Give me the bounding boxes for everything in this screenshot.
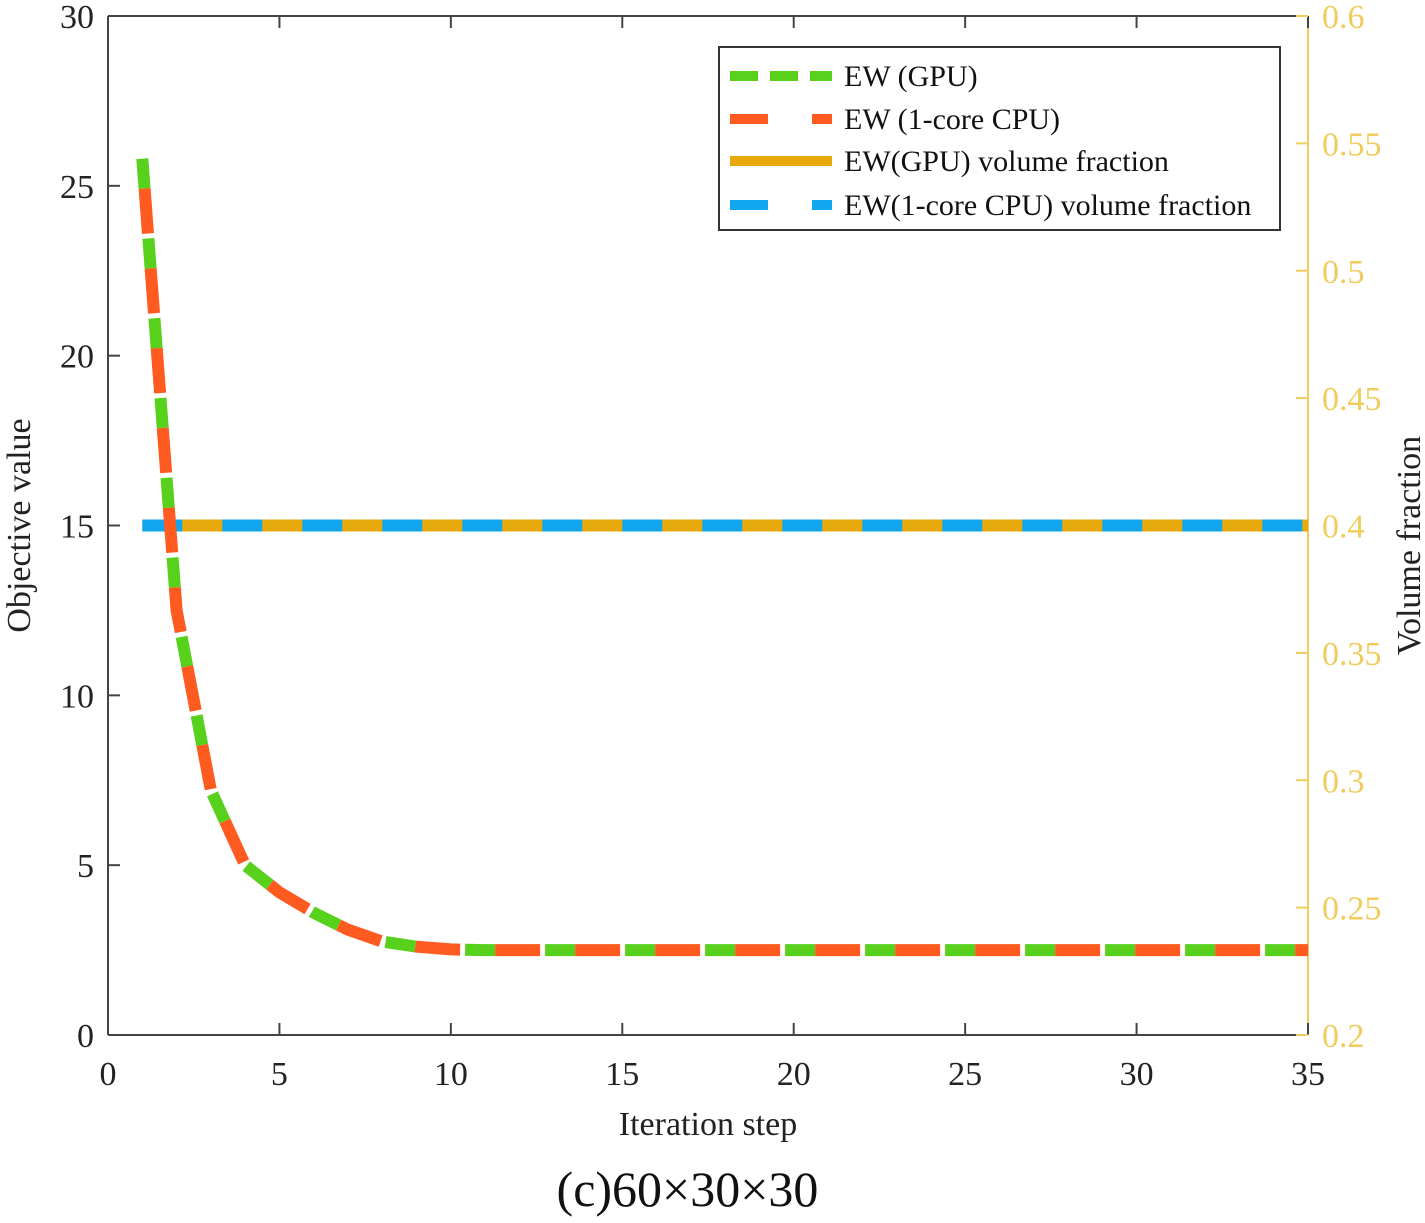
y2-tick-label: 0.45	[1322, 381, 1382, 418]
y2-tick-label: 0.3	[1322, 763, 1365, 800]
x-tick-label: 35	[1291, 1056, 1325, 1093]
x-tick-label: 30	[1120, 1056, 1154, 1093]
x-axis-title: Iteration step	[619, 1106, 797, 1143]
y2-tick-label: 0.5	[1322, 254, 1365, 291]
y2-tick-label: 0.2	[1322, 1018, 1365, 1055]
series-line-ew-gpu	[136, 158, 1308, 957]
y-tick-label: 15	[60, 509, 94, 546]
legend-entry-ew-cpu-volume-fraction-label: EW(1-core CPU) volume fraction	[844, 189, 1251, 222]
x-tick-label: 20	[777, 1056, 811, 1093]
chart: 0 5 10 15 20 25 30 35 0 5 10 15 20 25 30 0.2 0.25 0.3 0.35…	[1, 0, 1425, 1143]
y2-tick-label: 0.6	[1322, 0, 1365, 36]
x-tick-label: 10	[434, 1056, 468, 1093]
y2-tick-label: 0.25	[1322, 891, 1382, 928]
figure-caption: (c)60×30×30	[556, 1161, 819, 1217]
series-line-ew-cpu	[136, 158, 1308, 957]
x-tick-label: 25	[948, 1056, 982, 1093]
series-lines	[136, 158, 1308, 957]
legend-entry-ew-cpu-label: EW (1-core CPU)	[844, 103, 1060, 136]
legend-entry-ew-gpu-volume-fraction-label: EW(GPU) volume fraction	[844, 145, 1169, 178]
y-tick-label: 5	[77, 848, 94, 885]
y2-tick-label: 0.35	[1322, 636, 1382, 673]
y-tick-label: 20	[60, 339, 94, 376]
y-axis-title: Objective value	[1, 418, 38, 632]
y2-tick-label: 0.55	[1322, 126, 1382, 163]
y-tick-label: 25	[60, 169, 94, 206]
legend-entry-ew-gpu-label: EW (GPU)	[844, 60, 978, 93]
x-tick-label: 15	[605, 1056, 639, 1093]
x-tick-label: 0	[100, 1056, 117, 1093]
x-tick-label: 5	[271, 1056, 288, 1093]
y-tick-label: 30	[60, 0, 94, 36]
y2-tick-label: 0.4	[1322, 509, 1365, 546]
y-tick-label: 0	[77, 1018, 94, 1055]
y2-axis-title: Volume fraction	[1391, 436, 1425, 655]
y-tick-label: 10	[60, 678, 94, 715]
legend: EW (GPU) EW (1-core CPU) EW(GPU) volume fr…	[718, 46, 1281, 231]
